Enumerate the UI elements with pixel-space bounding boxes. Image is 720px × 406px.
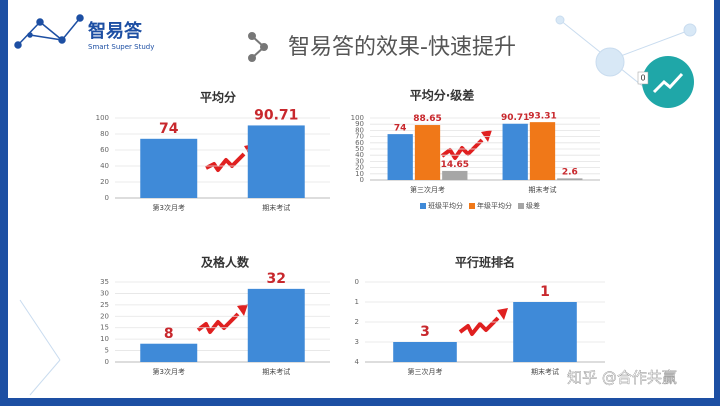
chart-title: 平均分·级差 <box>410 88 475 103</box>
logo-icon <box>14 14 84 49</box>
data-label: 90.71 <box>501 113 529 123</box>
x-tick-label: 期末考试 <box>531 367 559 376</box>
y-tick-label: 40 <box>100 162 109 170</box>
x-tick-label: 期末考试 <box>262 367 290 376</box>
y-tick-label: 0 <box>360 176 364 184</box>
bar <box>140 343 198 362</box>
data-label: 2.6 <box>562 168 578 178</box>
watermark: 知乎 @合作共赢 <box>567 369 677 387</box>
bar <box>247 125 305 198</box>
legend-swatch <box>420 203 426 209</box>
y-tick-label: 3 <box>355 338 359 346</box>
y-tick-label: 20 <box>100 312 109 320</box>
data-label: 14.65 <box>441 160 469 170</box>
y-tick-label: 30 <box>100 289 109 297</box>
x-tick-label: 第3次月考 <box>153 203 185 212</box>
bar <box>387 134 413 180</box>
legend-label: 级差 <box>526 201 540 210</box>
y-tick-label: 4 <box>355 358 360 366</box>
y-tick-label: 80 <box>100 130 109 138</box>
y-tick-label: 10 <box>100 335 109 343</box>
x-tick-label: 第三次月考 <box>408 367 443 376</box>
data-label: 88.65 <box>413 114 441 124</box>
logo-text: 智易答 <box>88 20 143 42</box>
y-tick-label: 100 <box>96 114 109 122</box>
y-tick-label: 0 <box>105 358 109 366</box>
y-tick-label: 50 <box>355 145 364 153</box>
slide-title: 智易答的效果-快速提升 <box>288 35 516 60</box>
y-tick-label: 60 <box>100 146 109 154</box>
badge-circle <box>642 56 694 108</box>
y-tick-label: 0 <box>105 194 109 202</box>
x-tick-label: 期末考试 <box>262 203 290 212</box>
y-tick-label: 30 <box>355 157 364 165</box>
frame-bottom <box>0 398 720 406</box>
chart-title: 及格人数 <box>201 255 250 270</box>
y-tick-label: 1 <box>355 298 359 306</box>
bar <box>557 178 583 180</box>
y-tick-label: 80 <box>355 126 364 134</box>
frame-left <box>0 0 8 406</box>
y-tick-label: 40 <box>355 151 364 159</box>
badge-box <box>637 71 649 85</box>
logo-subtitle: Smart Super Study <box>88 43 154 51</box>
x-tick-label: 第三次月考 <box>410 185 445 194</box>
bar <box>502 123 528 180</box>
badge-arrow <box>652 72 684 94</box>
x-tick-label: 第3次月考 <box>153 367 185 376</box>
data-label: 74 <box>394 123 407 133</box>
bar <box>140 138 198 198</box>
legend-swatch <box>518 203 524 209</box>
y-tick-label: 10 <box>355 170 364 178</box>
data-label: 90.71 <box>254 108 298 124</box>
decoration-network <box>19 15 697 396</box>
bar <box>393 342 457 362</box>
legend-label: 年级平均分 <box>477 201 512 210</box>
chart-title: 平均分 <box>200 90 236 105</box>
x-tick-label: 期末考试 <box>529 185 557 194</box>
data-label: 74 <box>159 121 179 137</box>
y-tick-label: 5 <box>105 347 109 355</box>
data-label: 93.31 <box>528 111 556 121</box>
badge-text: 0 <box>640 74 645 83</box>
data-label: 8 <box>164 326 174 342</box>
bar <box>414 125 441 180</box>
y-tick-label: 100 <box>351 114 364 122</box>
y-tick-label: 20 <box>355 164 364 172</box>
bar <box>247 288 305 362</box>
y-tick-label: 20 <box>100 178 109 186</box>
title-icon <box>248 32 268 62</box>
data-label: 3 <box>420 324 430 340</box>
chart-title: 平行班排名 <box>455 255 515 270</box>
y-tick-label: 15 <box>100 324 109 332</box>
y-tick-label: 25 <box>100 301 109 309</box>
legend-label: 班级平均分 <box>428 201 463 210</box>
bar <box>513 302 577 362</box>
y-tick-label: 60 <box>355 139 364 147</box>
frame-right <box>714 0 720 406</box>
y-tick-label: 2 <box>355 318 359 326</box>
legend-swatch <box>469 203 475 209</box>
bar <box>529 122 556 180</box>
y-tick-label: 0 <box>355 278 359 286</box>
y-tick-label: 70 <box>355 133 364 141</box>
data-label: 1 <box>540 284 550 300</box>
data-label: 32 <box>267 271 286 287</box>
trend-arrows <box>196 130 508 336</box>
y-tick-label: 90 <box>355 120 364 128</box>
y-tick-label: 35 <box>100 278 109 286</box>
bar <box>442 170 468 180</box>
